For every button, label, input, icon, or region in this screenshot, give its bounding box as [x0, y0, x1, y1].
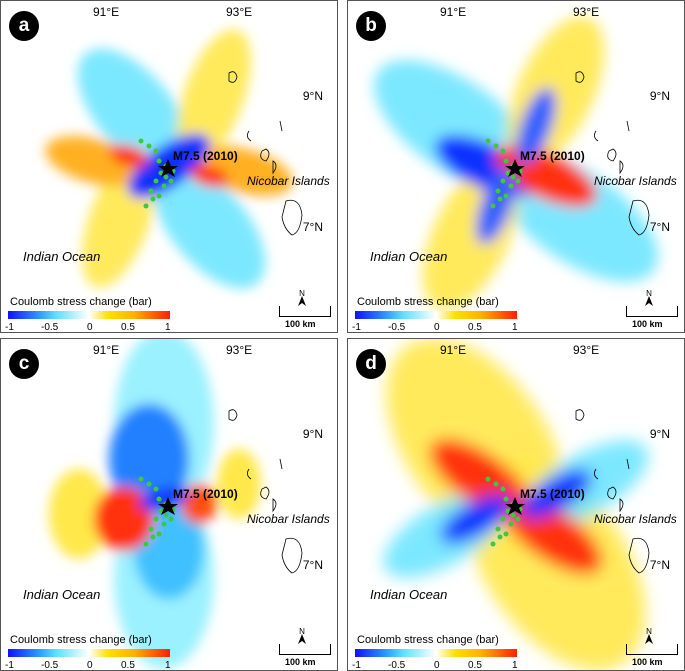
region-label: Nicobar Islands [594, 512, 677, 526]
colorbar-tick: -1 [352, 660, 361, 671]
lat-label-7: 7°N [302, 558, 323, 572]
colorbar-title: Coulomb stress change (bar) [357, 634, 499, 646]
earthquake-label: M7.5 (2010) [520, 487, 585, 501]
lon-label-91: 91°E [93, 5, 120, 19]
stress-map-a [45, 29, 303, 289]
colorbar-tick: 1 [165, 660, 171, 671]
lat-label-7: 7°N [649, 558, 670, 572]
nicobar-islands-outline [228, 71, 303, 236]
earthquake-label: M7.5 (2010) [173, 149, 238, 163]
panel-a: a 91°E 93°E 9°N 7°N M7.5 (2010) Nicobar … [0, 0, 338, 333]
north-arrow-icon: N [645, 627, 653, 644]
earthquake-label: M7.5 (2010) [520, 149, 585, 163]
colorbar-tick: 0 [434, 660, 440, 671]
north-arrow-icon: N [298, 289, 306, 306]
colorbar [355, 311, 517, 319]
colorbar-tick: -1 [5, 660, 14, 671]
colorbar-tick: -1 [352, 322, 361, 333]
lon-label-93: 93°E [573, 5, 600, 19]
colorbar-title: Coulomb stress change (bar) [357, 296, 499, 308]
epicenter-star [158, 159, 178, 177]
lat-label-9: 9°N [649, 427, 670, 441]
colorbar-tick: 1 [512, 322, 518, 333]
scale-label: 100 km [632, 319, 663, 329]
lat-label-9: 9°N [302, 427, 323, 441]
panel-letter: b [356, 11, 386, 41]
colorbar-tick: 0.5 [468, 322, 482, 333]
panel-d: d 91°E 93°E 9°N 7°N M7.5 (2010) Nicobar … [347, 338, 685, 671]
epicenter-star [505, 159, 525, 177]
nicobar-islands-outline [228, 409, 303, 574]
north-label: N [646, 289, 652, 298]
colorbar-title: Coulomb stress change (bar) [10, 296, 152, 308]
lon-label-91: 91°E [440, 343, 467, 357]
region-label: Nicobar Islands [247, 174, 330, 188]
scale-bar [626, 644, 678, 655]
colorbar-tick: 1 [165, 322, 171, 333]
aftershocks [138, 476, 176, 547]
colorbar [8, 649, 170, 657]
earthquake-label: M7.5 (2010) [173, 487, 238, 501]
colorbar [355, 649, 517, 657]
stress-map-d [383, 339, 650, 670]
panel-letter: a [9, 11, 39, 41]
lat-label-9: 9°N [302, 89, 323, 103]
north-label: N [299, 289, 305, 298]
lon-label-91: 91°E [93, 343, 120, 357]
ocean-label: Indian Ocean [370, 587, 448, 602]
stress-map-c [49, 339, 303, 669]
lat-label-7: 7°N [649, 220, 670, 234]
colorbar-tick: -0.5 [41, 322, 59, 333]
panel-b: b 91°E 93°E 9°N 7°N M7.5 (2010) Nicobar … [347, 0, 685, 333]
panel-letter: c [9, 349, 39, 379]
lat-label-9: 9°N [649, 89, 670, 103]
north-arrow-icon: N [298, 627, 306, 644]
scale-label: 100 km [285, 319, 316, 329]
colorbar-tick: 0.5 [468, 660, 482, 671]
epicenter-star [505, 497, 525, 515]
colorbar-title: Coulomb stress change (bar) [10, 634, 152, 646]
colorbar-tick: 1 [512, 660, 518, 671]
colorbar-tick: 0 [87, 660, 93, 671]
epicenter-star [158, 497, 178, 515]
ocean-label: Indian Ocean [23, 587, 101, 602]
aftershocks [485, 138, 523, 209]
ocean-label: Indian Ocean [370, 249, 448, 264]
panel-letter: d [356, 349, 386, 379]
north-arrow-icon: N [645, 289, 653, 306]
lon-label-93: 93°E [226, 5, 253, 19]
colorbar [8, 311, 170, 319]
north-label: N [646, 627, 652, 636]
panel-c: c 91°E 93°E 9°N 7°N M7.5 (2010) Nicobar … [0, 338, 338, 671]
colorbar-tick: 0 [87, 322, 93, 333]
region-label: Nicobar Islands [247, 512, 330, 526]
colorbar-tick: 0.5 [121, 322, 135, 333]
colorbar-tick: -0.5 [388, 322, 406, 333]
scale-label: 100 km [285, 657, 316, 667]
scale-bar [279, 644, 331, 655]
stress-map-b [374, 16, 658, 311]
colorbar-tick: -0.5 [388, 660, 406, 671]
lon-label-91: 91°E [440, 5, 467, 19]
scale-label: 100 km [632, 657, 663, 667]
ocean-label: Indian Ocean [23, 249, 101, 264]
aftershocks [138, 138, 176, 209]
colorbar-tick: -1 [5, 322, 14, 333]
colorbar-tick: 0.5 [121, 660, 135, 671]
nicobar-islands-outline [575, 409, 650, 574]
lon-label-93: 93°E [226, 343, 253, 357]
lat-label-7: 7°N [302, 220, 323, 234]
scale-bar [626, 306, 678, 317]
colorbar-tick: -0.5 [41, 660, 59, 671]
north-label: N [299, 627, 305, 636]
lon-label-93: 93°E [573, 343, 600, 357]
nicobar-islands-outline [575, 71, 650, 236]
scale-bar [279, 306, 331, 317]
region-label: Nicobar Islands [594, 174, 677, 188]
colorbar-tick: 0 [434, 322, 440, 333]
